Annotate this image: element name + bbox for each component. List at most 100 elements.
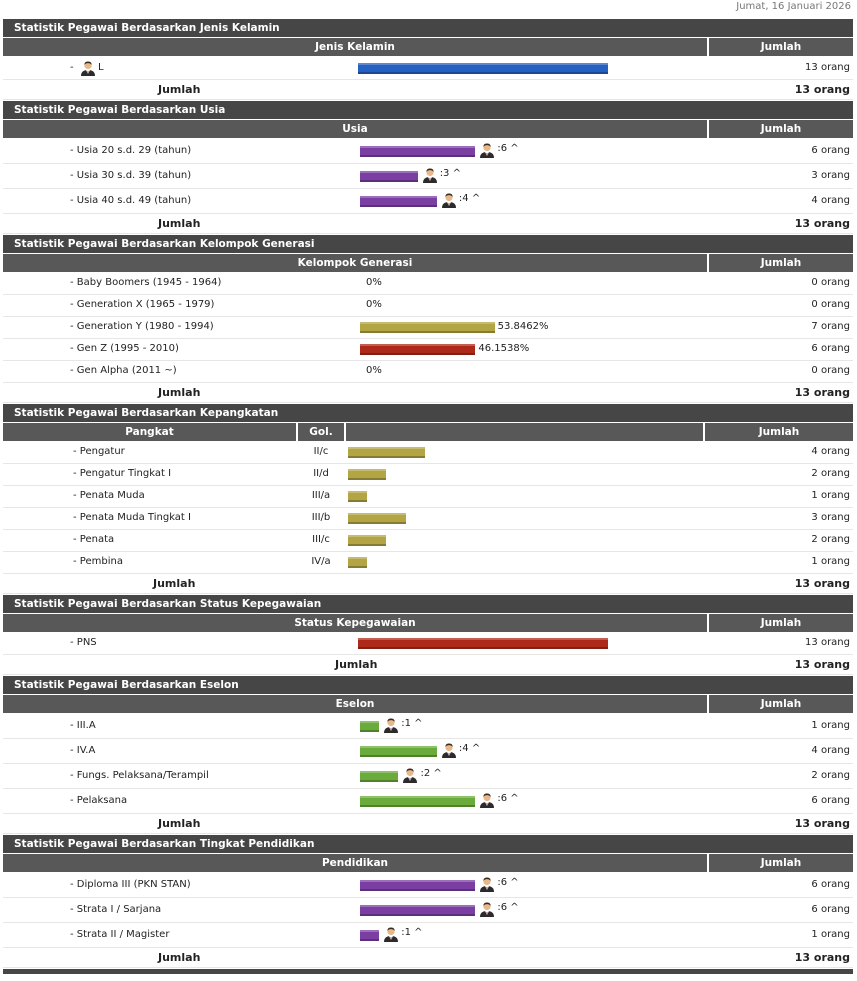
date: Jumat, 16 Januari 2026	[736, 1, 851, 12]
total-row: Jumlah 13 orang	[3, 80, 853, 100]
row-label: - PNS	[70, 637, 97, 648]
header-cell: Status Kepegawaian	[3, 614, 707, 632]
row-label: - Pengatur	[73, 446, 125, 457]
data-row: - Gen Alpha (2011 ~) 0% 0 orang	[3, 361, 853, 383]
header-cell: Jumlah	[709, 854, 853, 872]
total-row: Jumlah 13 orang	[3, 383, 853, 403]
statistics: Statistik Pegawai Berdasarkan Jenis Kela…	[3, 19, 853, 974]
bar-note: :1 ^	[401, 926, 423, 938]
row-label: - Strata I / Sarjana	[70, 903, 162, 915]
person-icon	[480, 793, 495, 808]
total-value: 13 orang	[794, 817, 850, 830]
row-count: 6 orang	[811, 144, 850, 156]
row-count: 1 orang	[811, 928, 850, 940]
row-count: 6 orang	[811, 878, 850, 890]
section-title: Statistik Pegawai Berdasarkan Tingkat Pe…	[3, 835, 853, 853]
row-label: - IV.A	[70, 744, 96, 756]
person-icon	[480, 143, 495, 158]
bar-note: :2 ^	[420, 767, 442, 779]
data-row: - Penata Muda Tingkat I III/b 3 orang	[3, 508, 853, 530]
row-label: - Baby Boomers (1945 - 1964)	[70, 277, 222, 288]
table-header: Jenis Kelamin Jumlah	[3, 38, 853, 56]
bar	[348, 491, 368, 502]
section-title: Statistik Pegawai Berdasarkan Kepangkata…	[3, 404, 853, 422]
person-icon	[384, 718, 399, 733]
row-label: - Generation X (1965 - 1979)	[70, 299, 215, 310]
row-label: - Pengatur Tingkat I	[73, 468, 172, 479]
header-cell: Jumlah	[705, 423, 853, 441]
header-cell: Jenis Kelamin	[3, 38, 707, 56]
row-count: 1 orang	[811, 719, 850, 731]
data-row: - III.A:1 ^ 1 orang	[3, 714, 853, 739]
row-label: - Generation Y (1980 - 1994)	[70, 321, 214, 332]
total-value: 13 orang	[794, 83, 850, 96]
bar	[348, 469, 387, 480]
data-row: - Penata Muda III/a 1 orang	[3, 486, 853, 508]
data-row: - Pengatur II/c 4 orang	[3, 442, 853, 464]
table-header: Status Kepegawaian Jumlah	[3, 614, 853, 632]
row-count: 0 orang	[811, 365, 850, 376]
bar-note: 46.1538%	[478, 343, 530, 354]
total-label: Jumlah	[158, 386, 201, 399]
section-title: Statistik Pegawai Berdasarkan Usia	[3, 101, 853, 119]
section: Statistik Pegawai Berdasarkan Tingkat Pe…	[3, 835, 853, 968]
data-row: - Pembina IV/a 1 orang	[3, 552, 853, 574]
table-header: Pendidikan Jumlah	[3, 854, 853, 872]
row-label: - Pelaksana	[70, 794, 128, 806]
total-row: Jumlah 13 orang	[3, 214, 853, 234]
row-label: - Penata Muda Tingkat I	[73, 512, 191, 523]
row-count: 2 orang	[811, 769, 850, 781]
total-label: Jumlah	[158, 217, 201, 230]
data-row: - L 13 orang	[3, 57, 853, 80]
total-row: Jumlah 13 orang	[3, 948, 853, 968]
row-count: 6 orang	[811, 903, 850, 915]
row-count: 13 orang	[805, 61, 850, 73]
section: Statistik Pegawai Berdasarkan Kepangkata…	[3, 404, 853, 594]
row-count: 0 orang	[811, 299, 850, 310]
data-row: - IV.A:4 ^ 4 orang	[3, 739, 853, 764]
row-count: 4 orang	[811, 744, 850, 756]
data-row: - Gen Z (1995 - 2010) 46.1538% 6 orang	[3, 339, 853, 361]
row-gol: III/b	[311, 512, 331, 523]
bar	[360, 745, 437, 757]
data-row: - Pelaksana:6 ^ 6 orang	[3, 789, 853, 814]
row-count: 3 orang	[811, 169, 850, 181]
footer-bar	[3, 969, 853, 974]
bar-note: 0%	[366, 277, 382, 288]
total-label: Jumlah	[158, 817, 201, 830]
bar-note: 0%	[366, 299, 382, 310]
row-count: 7 orang	[811, 321, 850, 332]
data-row: - Fungs. Pelaksana/Terampil:2 ^ 2 orang	[3, 764, 853, 789]
section: Statistik Pegawai Berdasarkan Eselon Esel…	[3, 676, 853, 834]
data-row: - Usia 40 s.d. 49 (tahun):4 ^ 4 orang	[3, 189, 853, 214]
bar-note: :6 ^	[497, 901, 519, 913]
bar	[348, 447, 425, 458]
row-label: - Gen Alpha (2011 ~)	[70, 365, 177, 376]
row-gol: III/a	[311, 490, 331, 501]
bar-note: :3 ^	[439, 167, 461, 179]
bar	[360, 322, 495, 333]
section-title: Statistik Pegawai Berdasarkan Status Kep…	[3, 595, 853, 613]
section-title: Statistik Pegawai Berdasarkan Eselon	[3, 676, 853, 694]
header-cell: Eselon	[3, 695, 707, 713]
bar	[358, 62, 608, 74]
data-row: - Generation X (1965 - 1979) 0% 0 orang	[3, 295, 853, 317]
header-cell: Gol.	[298, 423, 344, 441]
row-label: - Pembina	[73, 556, 123, 567]
header-cell: Jumlah	[709, 695, 853, 713]
person-icon	[441, 193, 456, 208]
bar	[360, 170, 418, 182]
data-row: - Baby Boomers (1945 - 1964) 0% 0 orang	[3, 273, 853, 295]
data-row: - Strata II / Magister:1 ^ 1 orang	[3, 923, 853, 948]
row-count: 0 orang	[811, 277, 850, 288]
row-count: 3 orang	[811, 512, 850, 523]
bar-note: 0%	[366, 365, 382, 376]
total-row: Jumlah 13 orang	[3, 814, 853, 834]
person-icon	[422, 168, 437, 183]
bar	[360, 344, 476, 355]
row-count: 4 orang	[811, 446, 850, 457]
total-value: 13 orang	[794, 951, 850, 964]
row-label: - Gen Z (1995 - 2010)	[70, 343, 179, 354]
section: Statistik Pegawai Berdasarkan Kelompok G…	[3, 235, 853, 403]
total-row: Jumlah 13 orang	[3, 574, 853, 594]
